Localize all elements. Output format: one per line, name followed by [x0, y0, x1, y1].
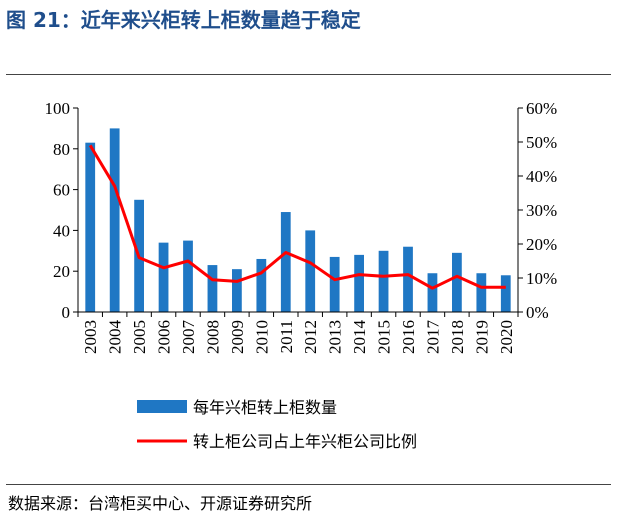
x-tick-label: 2007	[179, 320, 198, 355]
x-tick-label: 2013	[326, 320, 345, 354]
line-series	[88, 144, 506, 290]
bar-2013	[329, 256, 340, 312]
x-tick-label: 2011	[277, 320, 296, 353]
y-right-tick-label: 50%	[526, 133, 557, 152]
x-tick-label: 2015	[375, 320, 394, 354]
legend-swatch-bar	[137, 400, 187, 413]
x-tick-label: 2003	[81, 320, 100, 354]
source-note: 数据来源：台湾柜买中心、开源证券研究所	[8, 494, 313, 513]
bar-2008	[207, 265, 218, 312]
ratio-line	[88, 144, 506, 290]
x-tick-label: 2018	[448, 320, 467, 354]
x-tick-label: 2017	[423, 320, 442, 355]
x-tick-label: 2006	[155, 320, 174, 354]
y-right-tick-label: 40%	[526, 167, 557, 186]
bar-series	[85, 128, 511, 312]
y-left-tick-label: 0	[62, 303, 71, 322]
title-divider	[6, 74, 611, 75]
y-left-tick-label: 100	[45, 99, 71, 118]
y-right-tick-label: 60%	[526, 99, 557, 118]
bar-2016	[403, 246, 413, 312]
bar-2019	[476, 273, 487, 312]
y-right-tick-label: 0%	[526, 303, 549, 322]
bar-2010	[256, 258, 267, 312]
x-tick-label: 2005	[130, 320, 149, 354]
y-right-tick-label: 10%	[526, 269, 557, 288]
x-tick-label: 2010	[252, 320, 271, 354]
bar-2004	[109, 128, 120, 312]
x-tick-label: 2014	[350, 320, 369, 355]
legend-label-bar: 每年兴柜转上柜数量	[193, 398, 337, 417]
y-right-tick-label: 30%	[526, 201, 557, 220]
bar-2017	[427, 273, 438, 312]
bar-2018	[452, 252, 462, 312]
y-left-tick-label: 20	[53, 262, 70, 281]
bar-2012	[305, 230, 316, 312]
axes: 0 20 40 60 80 100 0% 10% 20% 30% 40% 50% 60%	[45, 99, 558, 322]
x-tick-label: 2020	[497, 320, 516, 354]
x-tick-label: 2012	[301, 320, 320, 354]
bar-2014	[354, 254, 364, 312]
y-left-tick-label: 80	[53, 140, 70, 159]
bar-2015	[378, 250, 389, 312]
bar-2003	[85, 142, 96, 312]
x-axis-labels: 2003 2004 2005 2006 2007 2008 2009 2010 2011 2012…	[81, 320, 516, 355]
bar-2007	[183, 240, 193, 312]
bar-2009	[232, 269, 242, 312]
x-tick-label: 2009	[228, 320, 247, 354]
x-tick-label: 2016	[399, 320, 418, 354]
x-tick-label: 2008	[203, 320, 222, 354]
x-tick-label: 2019	[472, 320, 491, 354]
bar-2011	[280, 212, 291, 312]
bar-2006	[158, 242, 169, 312]
legend: 每年兴柜转上柜数量 转上柜公司占上年兴柜公司比例	[137, 398, 417, 451]
legend-label-line: 转上柜公司占上年兴柜公司比例	[193, 432, 417, 451]
y-right-tick-label: 20%	[526, 235, 557, 254]
bar-2020	[500, 275, 511, 312]
y-left-tick-label: 60	[53, 181, 70, 200]
x-tick-label: 2004	[106, 320, 125, 355]
page-title: 图 21：近年来兴柜转上柜数量趋于稳定	[6, 8, 361, 32]
source-divider	[6, 484, 611, 485]
y-left-tick-label: 40	[53, 221, 70, 240]
